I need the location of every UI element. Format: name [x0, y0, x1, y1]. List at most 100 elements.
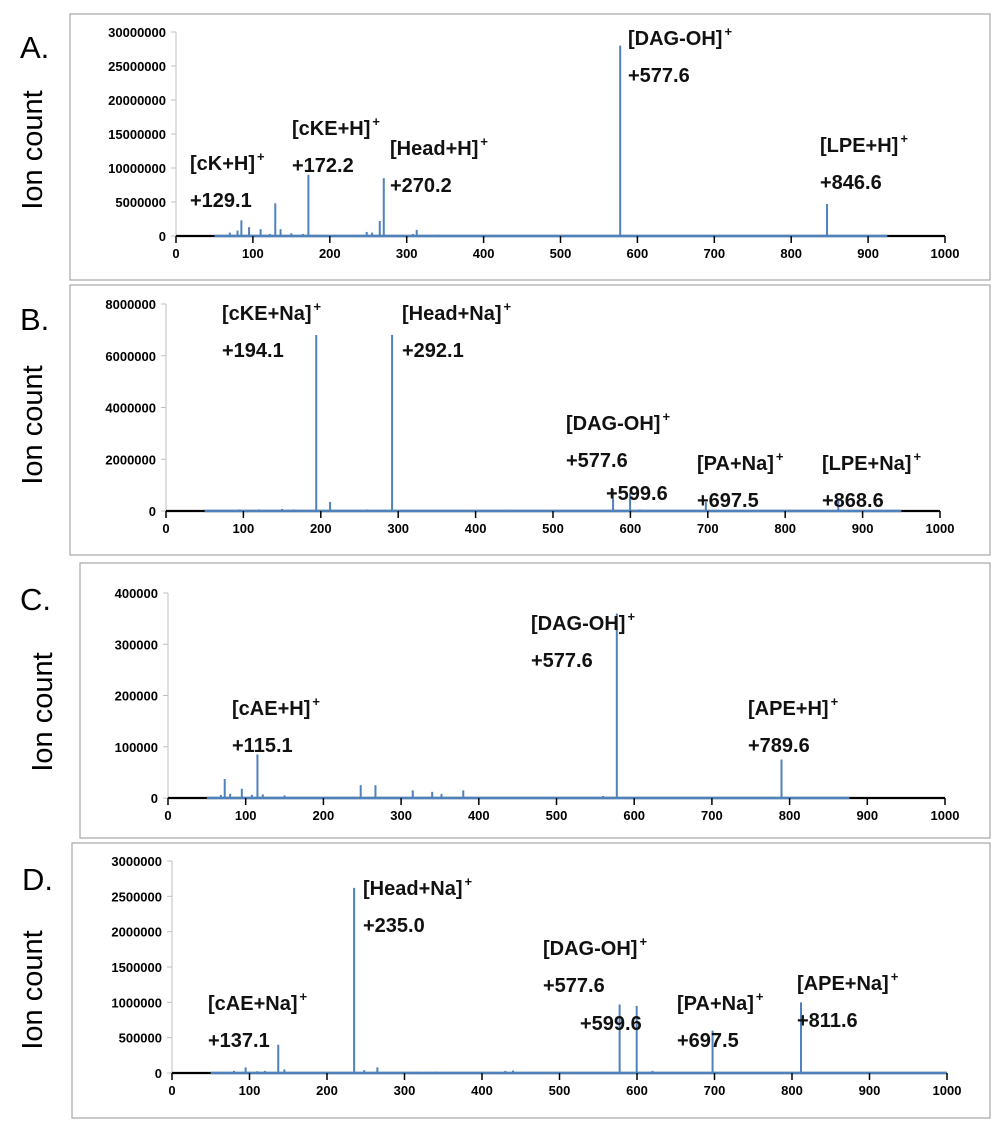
peak-annotation-mz: +194.1 — [222, 340, 284, 362]
x-tick-label: 200 — [310, 521, 332, 536]
peak-annotation-mz: +577.6 — [531, 650, 593, 672]
peak-annotation-mz: +789.6 — [748, 735, 810, 757]
ion-name: [PA+Na] — [677, 993, 754, 1015]
x-tick-label: 200 — [319, 246, 341, 261]
ion-charge: + — [503, 299, 511, 314]
peak-annotation-mz: +137.1 — [208, 1030, 270, 1052]
y-tick-label: 15000000 — [108, 127, 166, 142]
ion-name: [Head+Na] — [402, 303, 501, 325]
peak-annotation-label: [cAE+H] + — [232, 694, 320, 720]
x-tick-label: 0 — [164, 808, 171, 823]
ion-name: [DAG-OH] — [566, 413, 660, 435]
x-tick-label: 0 — [172, 246, 179, 261]
peak-annotation-label: [Head+Na] + — [363, 874, 472, 900]
ion-charge: + — [913, 449, 921, 464]
peak-annotation-label: [cK+H] + — [190, 149, 265, 175]
x-tick-label: 0 — [168, 1083, 175, 1098]
ion-name: [Head+H] — [390, 138, 478, 160]
peak-annotation-mz: +846.6 — [820, 172, 882, 194]
x-tick-label: 500 — [549, 1083, 571, 1098]
x-tick-label: 600 — [620, 521, 642, 536]
ion-charge: + — [831, 694, 839, 709]
panel-letter: B. — [20, 302, 49, 337]
ion-charge: + — [900, 131, 908, 146]
peak-annotation-label: [Head+H] + — [390, 134, 488, 160]
panel-a: A. Ion count 0 5000000 10000000 15000000 20000… — [17, 13, 991, 281]
peak-annotation-mz: +577.6 — [628, 65, 690, 87]
peak-annotation-mz: +599.6 — [580, 1013, 642, 1035]
peak-annotation-mz: +270.2 — [390, 175, 452, 197]
ion-name: [cAE+H] — [232, 698, 310, 720]
x-tick-label: 500 — [546, 808, 568, 823]
ion-charge: + — [724, 24, 732, 39]
peak-annotation-label: [DAG-OH] + — [531, 609, 635, 635]
ion-name: [LPE+Na] — [822, 453, 911, 475]
x-tick-label: 100 — [239, 1083, 261, 1098]
ion-name: [cKE+Na] — [222, 303, 311, 325]
y-tick-label: 500000 — [119, 1031, 162, 1046]
peak-annotation-label: [PA+Na] + — [677, 989, 764, 1015]
ion-name: [APE+H] — [748, 698, 829, 720]
peak-annotation-label: [DAG-OH] + — [543, 934, 647, 960]
ion-charge: + — [313, 299, 321, 314]
x-tick-label: 1000 — [933, 1083, 962, 1098]
x-tick-label: 100 — [233, 521, 255, 536]
ion-name: [DAG-OH] — [531, 613, 625, 635]
x-tick-label: 300 — [387, 521, 409, 536]
panel-frame — [71, 842, 991, 1119]
ion-charge: + — [891, 969, 899, 984]
ion-charge: + — [257, 149, 265, 164]
x-tick-label: 400 — [473, 246, 495, 261]
ion-charge: + — [480, 134, 488, 149]
ion-charge: + — [627, 609, 635, 624]
peak-annotation-mz: +868.6 — [822, 490, 884, 512]
x-tick-label: 900 — [857, 246, 879, 261]
x-tick-label: 200 — [316, 1083, 338, 1098]
x-tick-label: 500 — [542, 521, 564, 536]
x-tick-label: 800 — [774, 521, 796, 536]
peak-annotation-mz: +577.6 — [543, 975, 605, 997]
panel-frame — [69, 284, 991, 556]
peak-annotation-label: [cAE+Na] + — [208, 989, 307, 1015]
x-tick-label: 300 — [394, 1083, 416, 1098]
y-tick-label: 8000000 — [105, 297, 156, 312]
y-tick-label: 20000000 — [108, 93, 166, 108]
x-tick-label: 900 — [856, 808, 878, 823]
peak-annotation-mz: +292.1 — [402, 340, 464, 362]
y-axis-label: Ion count — [17, 90, 49, 209]
panel-frame — [69, 13, 991, 281]
ion-name: [DAG-OH] — [543, 938, 637, 960]
x-tick-label: 300 — [390, 808, 412, 823]
y-tick-label: 0 — [155, 1066, 162, 1081]
x-tick-label: 900 — [852, 521, 874, 536]
ion-name: [cKE+H] — [292, 118, 370, 140]
ion-charge: + — [299, 989, 307, 1004]
y-tick-label: 6000000 — [105, 349, 156, 364]
peak-annotation-label: [APE+H] + — [748, 694, 839, 720]
peak-annotation-mz: +129.1 — [190, 190, 252, 212]
x-tick-label: 300 — [396, 246, 418, 261]
panel-letter: D. — [22, 862, 53, 897]
peak-annotation-label: [PA+Na] + — [697, 449, 784, 475]
y-tick-label: 0 — [149, 504, 156, 519]
x-tick-label: 700 — [704, 1083, 726, 1098]
y-tick-label: 5000000 — [115, 195, 166, 210]
x-tick-label: 100 — [242, 246, 264, 261]
ion-charge: + — [372, 114, 380, 129]
peak-annotation-label: [LPE+H] + — [820, 131, 908, 157]
y-tick-label: 0 — [151, 791, 158, 806]
peak-annotation-label: [Head+Na] + — [402, 299, 511, 325]
peak-annotation-mz: +172.2 — [292, 155, 354, 177]
panel-letter: C. — [20, 582, 51, 617]
y-tick-label: 100000 — [115, 740, 158, 755]
y-tick-label: 25000000 — [108, 59, 166, 74]
peak-annotation-mz: +697.5 — [677, 1030, 739, 1052]
x-tick-label: 1000 — [926, 521, 955, 536]
y-tick-label: 400000 — [115, 586, 158, 601]
peak-annotation-mz: +697.5 — [697, 490, 759, 512]
x-tick-label: 600 — [627, 246, 649, 261]
ion-name: [cAE+Na] — [208, 993, 297, 1015]
y-tick-label: 300000 — [115, 637, 158, 652]
x-tick-label: 700 — [703, 246, 725, 261]
